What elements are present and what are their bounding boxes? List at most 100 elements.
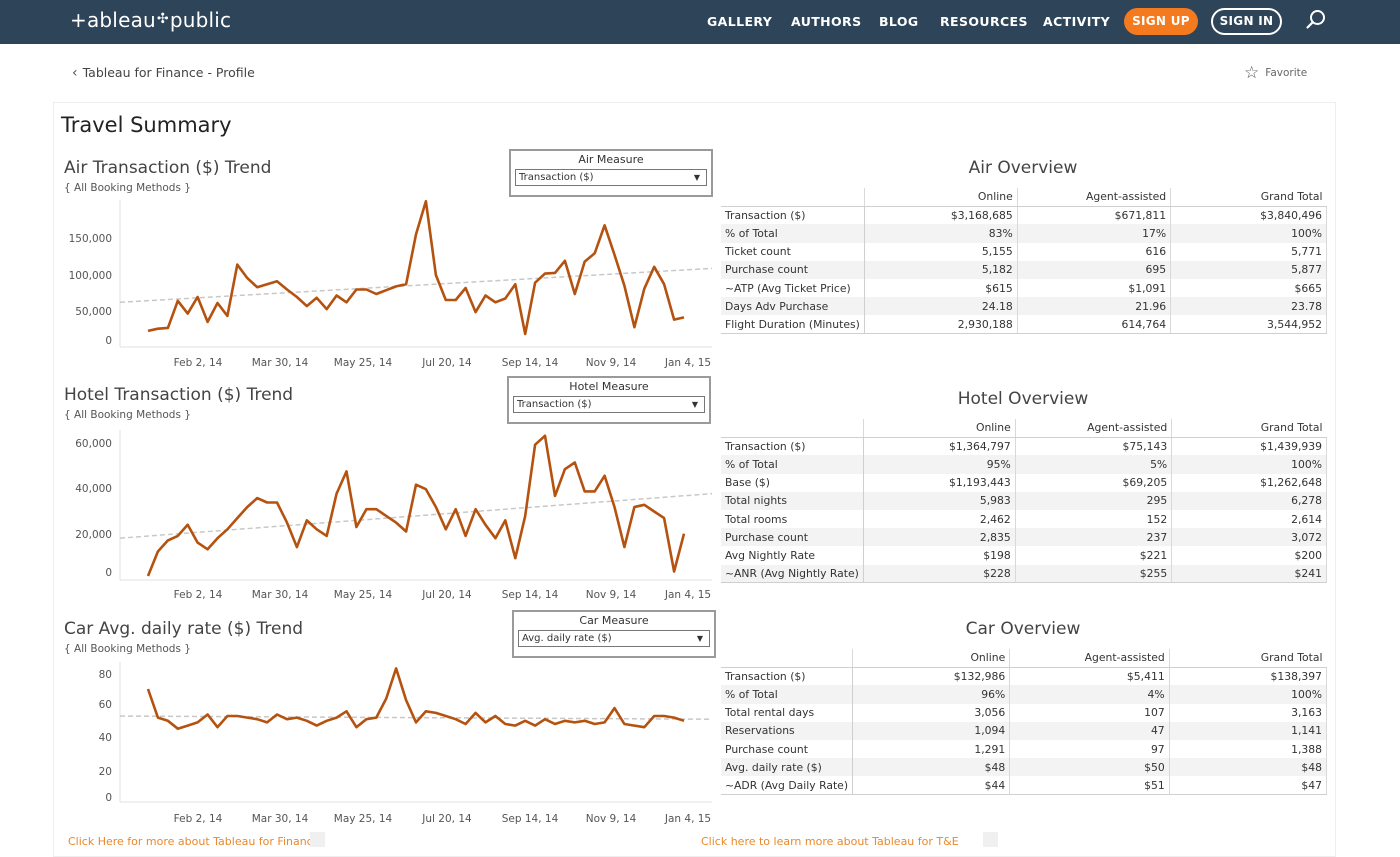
data-point <box>187 524 189 526</box>
column-header: Agent-assisted <box>1016 188 1171 207</box>
data-point <box>167 327 169 329</box>
row-label: % of Total <box>721 455 864 474</box>
data-point <box>633 724 635 726</box>
table-row: Days Adv Purchase 24.18 21.96 23.78 <box>721 297 1327 316</box>
data-point <box>494 301 496 303</box>
data-point <box>603 721 605 723</box>
data-point <box>147 330 149 332</box>
data-point <box>306 519 308 521</box>
table-cell: 1,388 <box>1169 739 1328 759</box>
nav-resources[interactable]: RESOURCES <box>940 14 1028 29</box>
data-point <box>683 316 685 318</box>
data-point <box>643 504 645 506</box>
table-cell: 21.96 <box>1017 297 1172 316</box>
row-label: Avg Nightly Rate <box>721 546 864 565</box>
data-point <box>375 508 377 510</box>
data-point <box>246 716 248 718</box>
table-cell: 96% <box>852 685 1011 704</box>
data-point <box>584 720 586 722</box>
table-cell: $51 <box>1009 776 1170 796</box>
data-point <box>603 224 605 226</box>
data-point <box>564 720 566 722</box>
data-point <box>286 288 288 290</box>
tableau-finance-link[interactable]: Click Here for more about Tableau for Fi… <box>68 835 320 848</box>
table-cell: 5,155 <box>864 242 1018 261</box>
nav-activity[interactable]: ACTIVITY <box>1043 14 1111 29</box>
data-point <box>544 272 546 274</box>
row-label: ~ATP (Avg Ticket Price) <box>721 278 865 298</box>
tableau-te-link[interactable]: Click here to learn more about Tableau f… <box>701 835 959 848</box>
favorite-button[interactable]: ☆ Favorite <box>1244 63 1307 83</box>
table-row: Base ($) $1,193,443 $69,205 $1,262,648 <box>721 473 1327 492</box>
data-point <box>564 260 566 262</box>
x-tick-label: Jan 4, 15 <box>664 813 711 825</box>
data-point <box>464 287 466 289</box>
data-point <box>415 233 417 235</box>
x-tick-label: May 25, 14 <box>334 357 393 369</box>
data-point <box>683 533 685 535</box>
data-point <box>157 716 159 718</box>
x-tick-label: May 25, 14 <box>334 813 393 825</box>
table-cell: $69,205 <box>1015 473 1173 492</box>
data-point <box>524 333 526 335</box>
data-point <box>345 710 347 712</box>
data-point <box>236 715 238 717</box>
data-point <box>584 490 586 492</box>
nav-gallery[interactable]: GALLERY <box>707 14 773 29</box>
data-point <box>623 723 625 725</box>
data-point <box>594 723 596 725</box>
sign-up-button[interactable]: SIGN UP <box>1124 8 1198 35</box>
search-icon[interactable] <box>1305 9 1327 31</box>
data-point <box>375 716 377 718</box>
data-point <box>623 285 625 287</box>
data-point <box>157 328 159 330</box>
table-row: % of Total 83% 17% 100% <box>721 224 1327 243</box>
table-cell: 47 <box>1009 721 1170 740</box>
sign-in-button[interactable]: SIGN IN <box>1211 8 1282 35</box>
row-label: Purchase count <box>721 739 854 759</box>
nav-blog[interactable]: BLOG <box>879 14 919 29</box>
x-tick-label: Nov 9, 14 <box>586 589 637 601</box>
data-point <box>196 541 198 543</box>
data-point <box>167 539 169 541</box>
data-point <box>385 515 387 517</box>
row-label: Base ($) <box>721 473 864 492</box>
data-point <box>266 501 268 503</box>
row-label: % of Total <box>721 224 865 243</box>
data-point <box>484 524 486 526</box>
data-point <box>584 260 586 262</box>
car-measure-dropdown[interactable]: Avg. daily rate ($) ▼ <box>518 630 710 647</box>
row-label: Total rooms <box>721 509 864 529</box>
nav-authors[interactable]: AUTHORS <box>791 14 862 29</box>
car-chart-subtitle: { All Booking Methods } <box>64 643 191 655</box>
table-cell: 152 <box>1015 509 1173 529</box>
data-point <box>326 535 328 537</box>
data-point <box>464 535 466 537</box>
data-point <box>276 280 278 282</box>
table-cell: 3,544,952 <box>1170 315 1327 335</box>
tableau-public-logo[interactable]: +ableau✣public <box>70 8 232 32</box>
data-point <box>425 710 427 712</box>
table-row: Total rental days 3,056 107 3,163 <box>721 703 1328 722</box>
table-row: Purchase count 1,291 97 1,388 <box>721 739 1328 759</box>
column-header: Online <box>863 188 1018 207</box>
back-to-profile-link[interactable]: ‹ Tableau for Finance - Profile <box>72 65 255 81</box>
data-point <box>216 302 218 304</box>
data-point <box>385 697 387 699</box>
hotel-measure-dropdown[interactable]: Transaction ($) ▼ <box>513 396 705 413</box>
row-label: Days Adv Purchase <box>721 297 865 316</box>
car-measure-filter: Car Measure Avg. daily rate ($) ▼ <box>512 610 716 658</box>
table-cell: $671,811 <box>1017 206 1172 225</box>
breadcrumb-label: Tableau for Finance - Profile <box>82 65 255 80</box>
table-row: % of Total 95% 5% 100% <box>721 455 1327 474</box>
table-row: Transaction ($) $1,364,797 $75,143 $1,439,9… <box>721 437 1327 456</box>
data-point <box>365 508 367 510</box>
air-measure-dropdown[interactable]: Transaction ($) ▼ <box>515 169 707 186</box>
data-point <box>236 517 238 519</box>
data-point <box>663 517 665 519</box>
data-point <box>326 720 328 722</box>
top-nav-bar: +ableau✣public GALLERY AUTHORS BLOG RESO… <box>0 0 1400 44</box>
x-tick-label: Nov 9, 14 <box>586 813 637 825</box>
air-chart-subtitle: { All Booking Methods } <box>64 182 191 194</box>
column-header: Grand Total <box>1171 419 1327 438</box>
